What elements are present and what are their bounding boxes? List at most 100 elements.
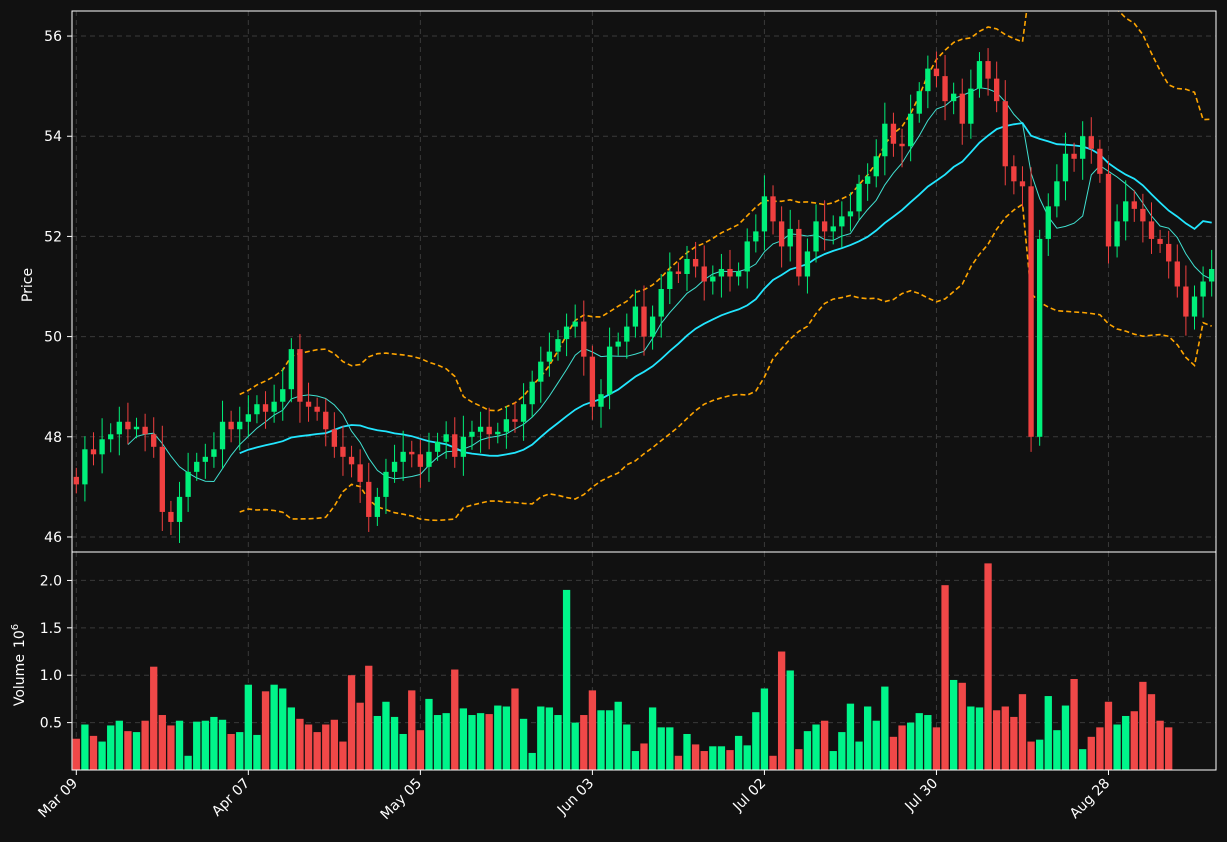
price-tick-label: 54 [44, 129, 62, 145]
candle-body [925, 68, 931, 92]
candle-body [452, 434, 458, 457]
volume-tick-label: 1.0 [40, 668, 62, 684]
candle-body [1166, 243, 1172, 262]
candle-body [503, 419, 510, 432]
candle-body [589, 356, 596, 407]
candle-body [753, 231, 759, 242]
candle-body [391, 461, 398, 472]
volume-bar [425, 698, 433, 770]
candle-body [1200, 281, 1206, 297]
price-plot-area [73, 11, 1215, 543]
volume-bar [562, 589, 571, 770]
candle-body [1191, 296, 1198, 317]
candle-body [340, 446, 346, 457]
candle-body [1183, 286, 1189, 317]
candle-body [168, 511, 174, 522]
candle-body [495, 431, 501, 435]
volume-bar [795, 749, 803, 770]
volume-bar [244, 684, 252, 770]
volume-bar [201, 720, 209, 770]
candle-body [1114, 221, 1120, 247]
volume-bar [502, 706, 511, 770]
volume-axis-label: Volume 106 [10, 624, 28, 706]
volume-bar [390, 716, 399, 770]
candle-body [1080, 136, 1086, 159]
volume-bar [468, 715, 476, 770]
candle-body [297, 349, 303, 402]
price-axis-label: Price [20, 268, 36, 302]
candle-body [348, 456, 355, 465]
candle-body [512, 419, 518, 422]
volume-bar [1018, 694, 1027, 770]
candle-body [675, 271, 682, 274]
volume-bar [1070, 679, 1078, 770]
candle-body [194, 461, 200, 472]
candle-body [667, 271, 673, 290]
candle-body [632, 306, 639, 327]
candle-body [546, 351, 553, 362]
volume-bar [81, 724, 89, 770]
volume-bar [296, 718, 304, 770]
candle-body [744, 241, 750, 272]
candle-body [813, 221, 819, 252]
volume-bar [726, 750, 734, 770]
volume-bar [648, 707, 657, 770]
volume-bar [476, 713, 485, 770]
volume-bar [365, 665, 373, 770]
volume-bar [666, 727, 674, 770]
volume-bar [193, 721, 201, 770]
candle-body [821, 221, 828, 232]
volume-bar [803, 731, 812, 770]
volume-bar [1139, 681, 1147, 770]
volume-bar [889, 736, 898, 770]
volume-bar [838, 732, 846, 770]
volume-bar [975, 707, 984, 770]
candle-body [237, 421, 243, 430]
volume-bar [313, 732, 321, 770]
volume-bar [141, 720, 149, 770]
price-tick-label: 48 [44, 430, 62, 446]
volume-bar [846, 703, 855, 770]
volume-bar [1156, 720, 1164, 770]
candle-body [538, 361, 544, 382]
candle-body [606, 346, 613, 395]
candle-body [1209, 268, 1215, 282]
volume-bar [124, 731, 132, 770]
volume-bar [1053, 730, 1061, 770]
candle-body [288, 349, 295, 390]
candle-body [735, 271, 742, 277]
candle-body [125, 421, 131, 430]
candle-body [976, 61, 983, 89]
volume-bar [287, 707, 295, 770]
candle-body [804, 251, 811, 277]
candle-body [873, 156, 879, 177]
volume-bar [459, 708, 468, 770]
candle-body [477, 426, 484, 432]
volume-bar [150, 666, 158, 770]
candle-body [882, 123, 888, 157]
volume-bar [279, 688, 287, 770]
candle-body [1071, 153, 1077, 159]
candle-body [787, 228, 793, 247]
volume-bar [1036, 739, 1044, 770]
volume-bar [588, 690, 597, 770]
candle-body [615, 341, 621, 347]
volume-bar [175, 720, 184, 770]
volume-bar [580, 715, 588, 770]
candle-body [366, 481, 372, 517]
volume-panel: 0.5 1.0 1.5 2.0 [40, 551, 1217, 771]
candle-body [254, 404, 260, 415]
volume-bar [571, 722, 579, 770]
volume-bar [906, 722, 915, 770]
volume-bar [743, 745, 751, 770]
volume-bar [511, 688, 519, 770]
volume-bar [210, 716, 218, 770]
volume-bar [829, 751, 837, 770]
candle-body [761, 196, 768, 232]
volume-bar [356, 702, 364, 770]
volume-bar [1165, 727, 1173, 770]
candle-body [847, 211, 854, 217]
volume-bar [132, 732, 141, 770]
candle-body [133, 426, 140, 430]
